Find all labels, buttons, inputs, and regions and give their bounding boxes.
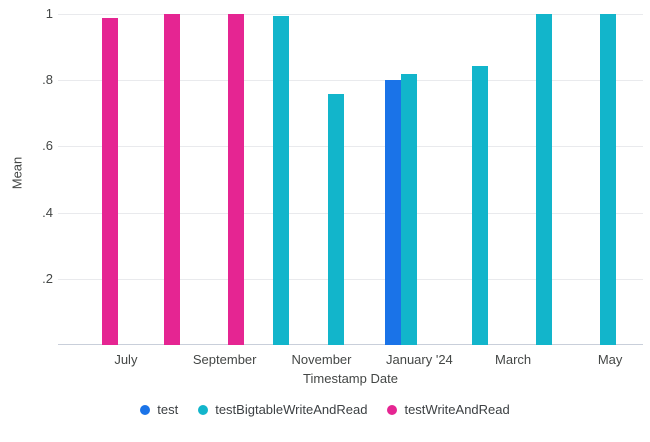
legend-label: test (157, 402, 179, 417)
y-gridline (58, 278, 643, 280)
x-tick-label: January '24 (385, 352, 453, 367)
bar-testWriteAndRead[interactable] (101, 17, 118, 345)
y-tick-label: .4 (42, 204, 53, 220)
y-tick-label: .6 (42, 138, 53, 154)
bar-testWriteAndRead[interactable] (227, 13, 244, 345)
bar-test[interactable] (385, 80, 402, 345)
legend-label: testWriteAndRead (404, 402, 510, 417)
legend-item-testWriteAndRead[interactable]: testWriteAndRead (387, 402, 510, 418)
bar-testBigtableWriteAndRead[interactable] (535, 13, 552, 345)
legend-dot-icon (198, 405, 209, 415)
x-tick-label: September (192, 352, 257, 367)
plot-area: 1 .8 .6 .4 .2 July September November January '2… (42, 5, 643, 367)
bar-testBigtableWriteAndRead[interactable] (401, 74, 418, 345)
bar-testBigtableWriteAndRead[interactable] (328, 94, 345, 345)
bar-testWriteAndRead[interactable] (164, 13, 181, 345)
x-axis-line (58, 344, 643, 345)
y-gridline (58, 212, 643, 214)
y-tick-label: 1 (45, 5, 53, 21)
y-tick-label: .2 (42, 270, 53, 286)
y-gridline (58, 13, 643, 15)
legend-label: testBigtableWriteAndRead (215, 402, 368, 417)
x-tick-label: July (114, 352, 138, 367)
legend: test testBigtableWriteAndRead testWriteAnd… (0, 402, 650, 418)
y-gridline (58, 146, 643, 148)
y-tick-label: .8 (42, 72, 53, 87)
legend-dot-icon (387, 405, 398, 415)
y-axis-title: Mean (9, 156, 25, 190)
legend-dot-icon (140, 405, 151, 415)
y-gridline (58, 80, 643, 81)
bar-testBigtableWriteAndRead[interactable] (273, 15, 290, 345)
x-tick-label: March (495, 352, 532, 367)
x-tick-label: November (291, 352, 352, 367)
legend-item-test[interactable]: test (140, 402, 178, 418)
legend-item-testBigtableWriteAndRead[interactable]: testBigtableWriteAndRead (198, 402, 367, 418)
x-tick-label: May (597, 352, 623, 367)
bar-testBigtableWriteAndRead[interactable] (471, 65, 488, 345)
x-axis-title: Timestamp Date (303, 371, 398, 386)
bar-testBigtableWriteAndRead[interactable] (599, 13, 616, 345)
